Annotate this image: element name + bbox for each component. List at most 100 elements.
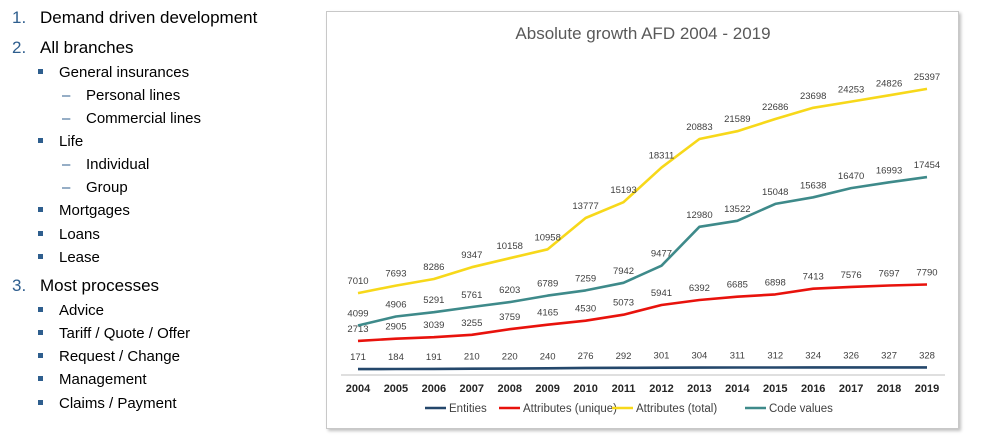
data-label: 16470 — [838, 171, 864, 182]
data-label: 184 — [388, 352, 404, 363]
branch-item: General insurances — [38, 64, 189, 81]
process-label: Request / Change — [59, 348, 180, 365]
square-bullet-icon — [38, 306, 43, 312]
outline-item-2: 2. All branches — [12, 38, 134, 58]
branch-item: Life — [38, 133, 83, 150]
x-tick-label: 2004 — [346, 383, 371, 395]
x-tick-label: 2016 — [801, 383, 825, 395]
outline-number: 1. — [12, 8, 27, 27]
data-label: 4530 — [575, 304, 596, 315]
sub-label: Personal lines — [86, 87, 181, 104]
data-label: 210 — [464, 352, 480, 363]
x-tick-label: 2011 — [612, 383, 636, 395]
process-label: Tariff / Quote / Offer — [59, 325, 191, 342]
x-tick-label: 2013 — [687, 383, 711, 395]
data-label: 7693 — [385, 269, 406, 280]
outline-number: 2. — [12, 38, 27, 57]
data-label: 220 — [502, 352, 518, 363]
legend-label: Attributes (unique) — [523, 403, 617, 415]
outline-label: Most processes — [40, 276, 160, 295]
data-label: 24826 — [876, 78, 902, 89]
square-bullet-icon — [38, 68, 43, 74]
data-label: 6392 — [689, 283, 710, 294]
sub-item: – Personal lines — [62, 87, 180, 104]
data-label: 4099 — [347, 309, 368, 320]
sub-label: Commercial lines — [86, 110, 202, 127]
branch-item: Lease — [38, 249, 100, 266]
data-label: 311 — [730, 351, 745, 362]
process-item: Claims / Payment — [38, 395, 177, 412]
data-label: 7576 — [841, 270, 862, 281]
data-label: 15193 — [610, 185, 636, 196]
square-bullet-icon — [38, 253, 43, 259]
branch-label: Loans — [59, 226, 100, 243]
chart-title: Absolute growth AFD 2004 - 2019 — [515, 24, 770, 43]
data-label: 6203 — [499, 285, 520, 296]
data-label: 4906 — [385, 300, 406, 311]
data-label: 327 — [881, 350, 897, 361]
data-label: 240 — [540, 351, 556, 362]
x-tick-label: 2008 — [497, 383, 521, 395]
dash-bullet-icon: – — [62, 110, 71, 127]
data-label: 16993 — [876, 165, 902, 176]
data-label: 6789 — [537, 279, 558, 290]
chart-legend: Entities Attributes (unique) Attributes (t… — [425, 403, 833, 415]
chart-frame: Absolute growth AFD 2004 - 2019 171 184 19… — [326, 11, 959, 429]
data-label: 3039 — [423, 320, 444, 331]
data-label: 5761 — [461, 290, 482, 301]
x-tick-label: 2005 — [384, 383, 408, 395]
sub-item: – Group — [62, 179, 128, 196]
x-axis: 2004 2005 2006 2007 2008 2009 2010 2011 2012 2013… — [341, 374, 945, 395]
sub-item: – Individual — [62, 156, 149, 173]
data-label: 10158 — [497, 241, 523, 252]
square-bullet-icon — [38, 375, 43, 381]
data-label: 13777 — [572, 201, 598, 212]
data-label: 6685 — [727, 280, 748, 291]
process-item: Management — [38, 371, 147, 388]
process-label: Management — [59, 371, 147, 388]
process-item: Advice — [38, 302, 104, 319]
data-label: 23698 — [800, 91, 826, 102]
sub-item: – Commercial lines — [62, 110, 201, 127]
data-label: 9477 — [651, 249, 672, 260]
x-tick-label: 2019 — [915, 383, 939, 395]
series-line — [357, 283, 928, 343]
growth-line-chart: Absolute growth AFD 2004 - 2019 171 184 19… — [341, 24, 945, 415]
branch-label: Lease — [59, 249, 100, 266]
dash-bullet-icon: – — [62, 156, 71, 173]
plot-area: 171 184 191 210 220 240 276 292 301 304 311 312 324 3… — [347, 72, 940, 371]
legend-label: Entities — [449, 403, 487, 415]
branch-label: General insurances — [59, 64, 190, 81]
data-label: 324 — [805, 350, 821, 361]
x-tick-label: 2006 — [422, 383, 446, 395]
data-label: 9347 — [461, 250, 482, 261]
data-label: 10958 — [534, 232, 560, 243]
outline-number: 3. — [12, 276, 27, 295]
data-label: 13522 — [724, 204, 750, 215]
process-item: Tariff / Quote / Offer — [38, 325, 190, 342]
outline-label: All branches — [40, 38, 134, 57]
data-label: 312 — [767, 351, 783, 362]
square-bullet-icon — [38, 352, 43, 358]
data-label: 304 — [691, 351, 707, 362]
x-tick-label: 2018 — [877, 383, 901, 395]
outline-list: 1. Demand driven development 2. All branch… — [0, 0, 320, 444]
branch-item: Loans — [38, 226, 100, 243]
data-label: 20883 — [686, 122, 712, 133]
data-label: 301 — [654, 351, 670, 362]
x-tick-label: 2009 — [535, 383, 559, 395]
process-label: Claims / Payment — [59, 395, 177, 412]
data-label: 8286 — [423, 262, 444, 273]
square-bullet-icon — [38, 137, 43, 143]
data-label: 191 — [426, 352, 442, 363]
x-tick-label: 2015 — [763, 383, 787, 395]
branch-label: Life — [59, 133, 84, 150]
data-label: 7259 — [575, 273, 596, 284]
data-label: 5073 — [613, 298, 634, 309]
series-line — [357, 366, 927, 371]
data-label: 15638 — [800, 180, 826, 191]
data-label: 5291 — [423, 295, 444, 306]
data-label: 17454 — [914, 160, 940, 171]
data-label: 6898 — [765, 277, 786, 288]
sub-label: Group — [86, 179, 128, 196]
